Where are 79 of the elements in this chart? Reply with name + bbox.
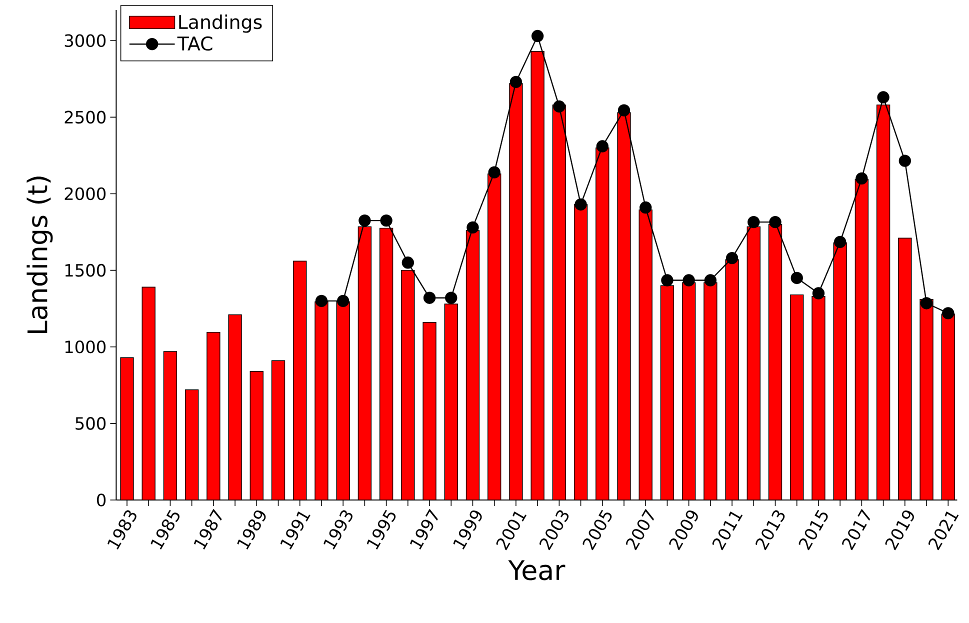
- y-tick-label: 1000: [65, 340, 106, 354]
- bar: [746, 226, 760, 500]
- bar: [660, 285, 674, 500]
- y-tick-label: 1500: [65, 264, 106, 277]
- point: [488, 166, 500, 178]
- point: [553, 100, 566, 113]
- point: [769, 216, 782, 228]
- bar: [941, 314, 955, 500]
- point: [898, 154, 912, 167]
- bar: [271, 360, 286, 500]
- point: [574, 198, 587, 211]
- point: [748, 216, 760, 228]
- legend-label: TAC: [177, 36, 212, 51]
- y-tick-label: 500: [76, 417, 106, 430]
- bar: [336, 301, 350, 500]
- point: [834, 236, 846, 248]
- point: [402, 256, 414, 269]
- point: [812, 287, 825, 300]
- bar: [422, 322, 436, 500]
- bar: [380, 228, 393, 500]
- point: [336, 294, 350, 308]
- bar: [228, 314, 242, 500]
- bar: [401, 270, 415, 500]
- y-tick-label: 0: [97, 494, 106, 506]
- bar: [120, 357, 134, 500]
- bar: [163, 351, 178, 500]
- bar: [898, 238, 912, 500]
- y-axis-title: Landings (t): [26, 176, 53, 333]
- bar: [314, 301, 328, 500]
- bar: [509, 83, 523, 500]
- bar: [617, 112, 631, 500]
- point: [531, 30, 544, 42]
- bar: [574, 204, 588, 500]
- point: [920, 297, 933, 310]
- point: [510, 76, 522, 88]
- x-axis-title: Year: [508, 560, 566, 580]
- bar: [725, 259, 739, 500]
- bar: [206, 332, 220, 500]
- bar: [854, 178, 869, 500]
- bar: [682, 282, 696, 500]
- y-tick-label: 3000: [64, 34, 106, 48]
- point: [466, 221, 479, 234]
- point: [704, 274, 717, 286]
- y-tick-label: 2500: [64, 110, 106, 124]
- bar: [358, 226, 372, 500]
- bar: [768, 224, 782, 500]
- point: [423, 292, 436, 304]
- y-tick-label: 2000: [64, 187, 106, 200]
- point: [682, 274, 695, 286]
- point: [877, 91, 890, 104]
- bar: [444, 304, 458, 500]
- bar: [530, 50, 544, 500]
- bar: [250, 371, 264, 500]
- point: [661, 274, 674, 286]
- bar: [790, 294, 804, 500]
- point: [596, 140, 608, 152]
- legend-label: Landings: [179, 14, 262, 33]
- point: [790, 272, 803, 284]
- point: [856, 172, 868, 185]
- point: [445, 292, 458, 304]
- bar: [704, 282, 718, 500]
- bar: [293, 260, 307, 500]
- bar: [596, 147, 610, 500]
- bar: [142, 286, 156, 500]
- point: [640, 201, 652, 214]
- bar: [488, 173, 502, 500]
- bar: [876, 104, 890, 500]
- bar: [638, 209, 652, 500]
- point: [315, 294, 328, 308]
- bar: [812, 296, 826, 500]
- point: [726, 252, 738, 264]
- point: [358, 214, 371, 227]
- bar: [184, 389, 199, 500]
- bar: [466, 230, 480, 500]
- point: [380, 214, 392, 227]
- point: [942, 307, 954, 320]
- bar: [833, 242, 847, 500]
- bar: [552, 104, 566, 500]
- point: [618, 104, 630, 116]
